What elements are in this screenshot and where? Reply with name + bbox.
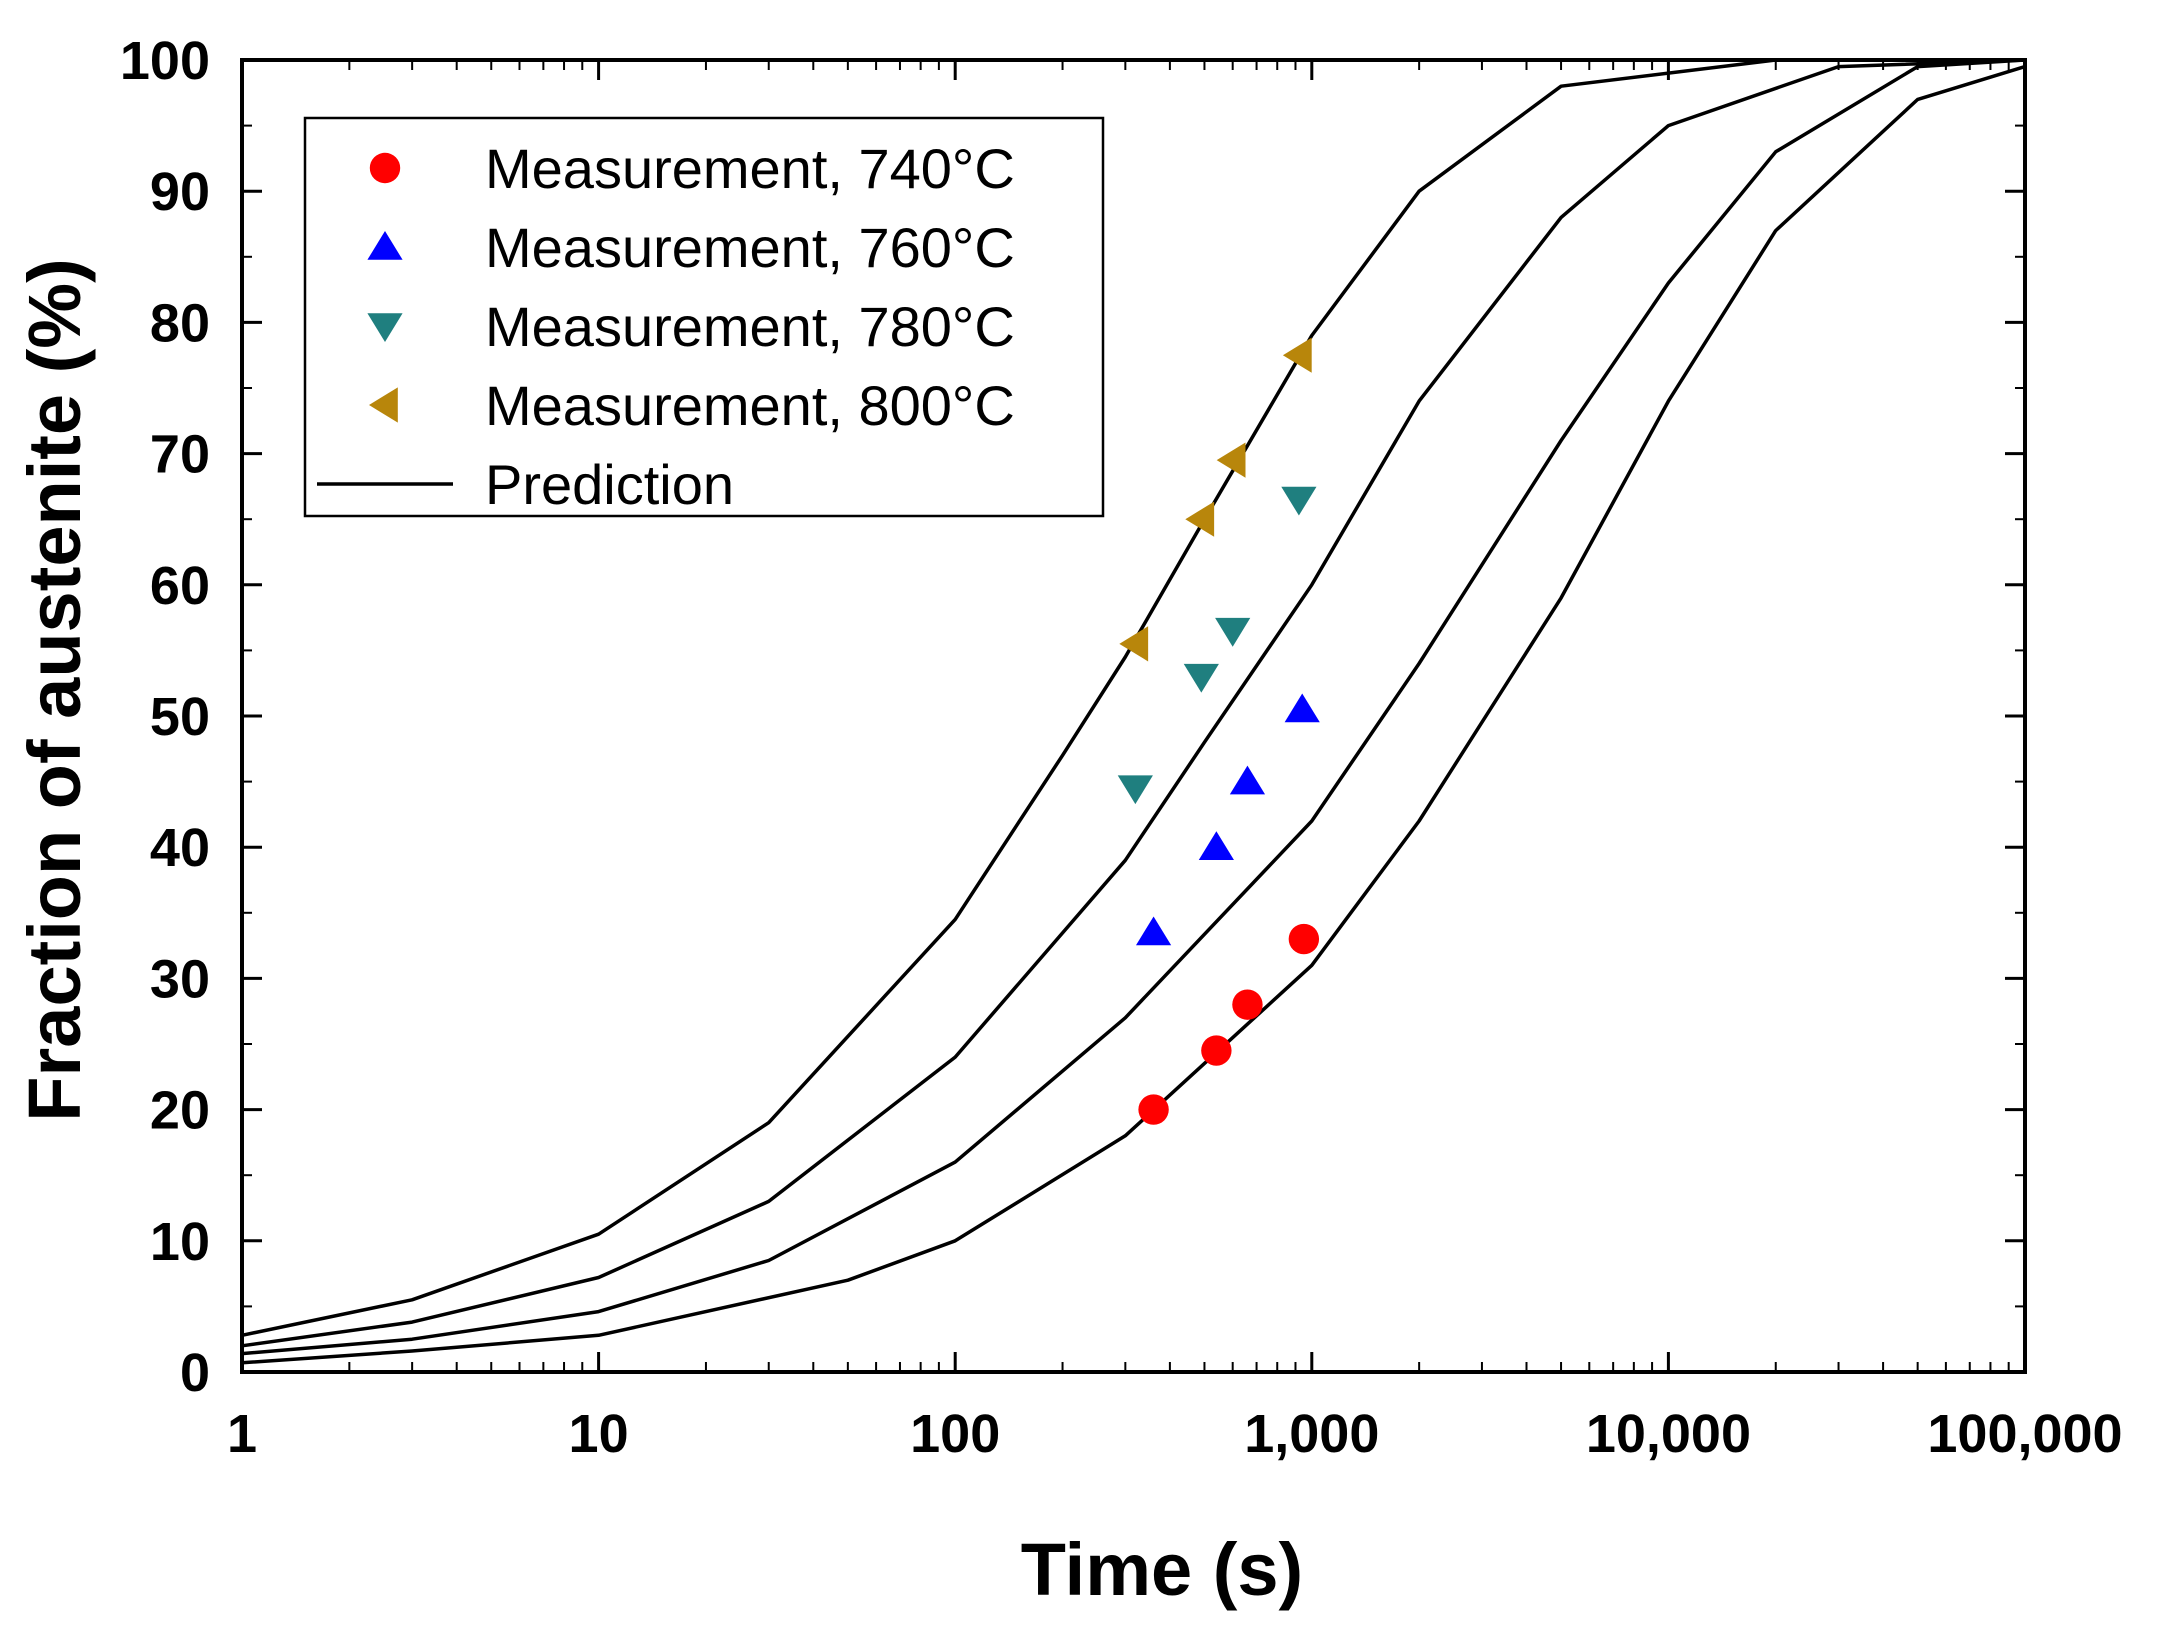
y-tick-label: 60: [150, 556, 210, 616]
legend: Measurement, 740°C Measurement, 760°C Meas…: [303, 116, 1105, 518]
data-point: [1201, 1035, 1232, 1066]
data-point: [1229, 765, 1266, 795]
plot-area: [241, 58, 2026, 1365]
legend-label: Measurement, 760°C: [485, 216, 1015, 279]
legend-label: Prediction: [485, 453, 734, 516]
y-tick-label: 70: [150, 425, 210, 485]
data-point: [1119, 626, 1149, 662]
y-tick-label: 10: [150, 1212, 210, 1272]
y-tick-label: 20: [150, 1081, 210, 1141]
y-tick-label: 80: [150, 293, 210, 353]
legend-box: [303, 116, 1105, 518]
data-point: [1117, 775, 1153, 805]
data-point: [1216, 442, 1246, 478]
legend-label: Measurement, 740°C: [485, 137, 1015, 200]
y-tick-label: 40: [150, 818, 210, 878]
x-tick-label: 100: [910, 1404, 1000, 1464]
legend-marker: [367, 313, 403, 342]
y-tick-label: 50: [150, 687, 210, 747]
data-point: [1288, 923, 1320, 955]
data-point: [1215, 617, 1251, 647]
data-point: [1284, 693, 1320, 723]
data-point: [1135, 916, 1172, 946]
y-tick-label: 100: [120, 31, 210, 91]
legend-marker: [367, 231, 403, 260]
y-tick-label: 0: [180, 1343, 210, 1403]
y-tick-label: 30: [150, 949, 210, 1009]
data-point: [1138, 1094, 1169, 1125]
x-tick-label: 10: [569, 1404, 629, 1464]
prediction-curve-1: [241, 58, 2025, 1338]
data-point: [1282, 337, 1312, 373]
data-point: [1232, 989, 1263, 1020]
data-point: [1198, 831, 1234, 860]
x-tick-label: 10,000: [1586, 1404, 1751, 1464]
x-tick-label: 100,000: [1927, 1404, 2122, 1464]
data-point: [1185, 501, 1215, 537]
x-tick-labels: 1 10 100 1,000 10,000 100,000: [227, 1404, 2123, 1464]
legend-label: Measurement, 800°C: [485, 374, 1015, 437]
legend-marker: [369, 387, 398, 423]
y-axis-title: Fraction of austenite (%): [13, 258, 96, 1121]
legend-label: Measurement, 780°C: [485, 295, 1015, 358]
prediction-curve-2: [241, 58, 2026, 1348]
x-tick-label: 1: [227, 1404, 257, 1464]
prediction-curve-4: [241, 64, 2026, 1365]
y-tick-labels: 0 10 20 30 40 50 60 70 80 90 100: [120, 31, 210, 1403]
data-point: [1183, 663, 1219, 693]
data-point: [1281, 486, 1317, 516]
prediction-curve-3: [241, 58, 2026, 1356]
x-axis-title: Time (s): [1021, 1528, 1303, 1611]
axis-ticks: [240, 58, 2027, 1374]
y-tick-label: 90: [150, 162, 210, 222]
legend-marker: [369, 152, 401, 184]
x-tick-label: 1,000: [1244, 1404, 1379, 1464]
